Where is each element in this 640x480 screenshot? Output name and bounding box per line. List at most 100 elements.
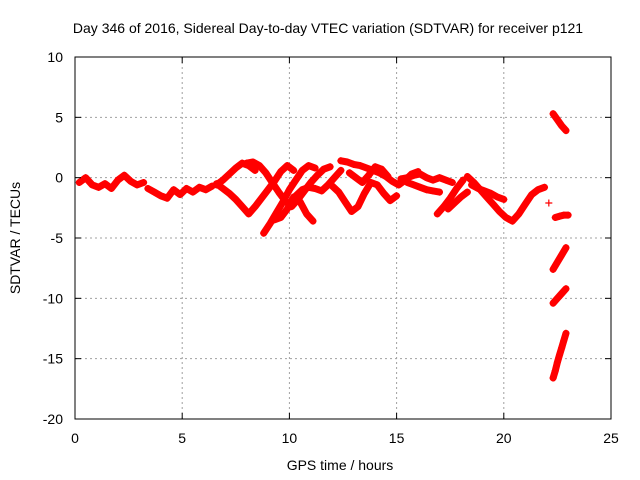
data-point [528,191,536,199]
series-trail [549,110,570,135]
series-arc-i [345,163,392,186]
data-point [403,178,411,186]
data-point [556,351,564,359]
data-point [416,170,424,178]
data-point [290,166,298,174]
data-point [120,171,128,179]
data-point [260,229,268,237]
data-point [459,176,467,184]
data-point [225,170,233,178]
y-tick-label: 10 [47,49,63,65]
data-point [562,244,570,252]
data-point [268,178,276,186]
data-point [352,174,360,182]
series-band-0-3h [75,171,148,193]
chart-title: Day 346 of 2016, Sidereal Day-to-day VTE… [73,20,583,36]
data-point [435,174,443,182]
data-point [365,171,373,179]
x-tick-labels: 0 5 10 15 20 25 [71,430,619,446]
data-point [213,180,221,188]
grid-lines [75,57,611,419]
data-point [243,159,251,167]
data-point [232,195,240,203]
data-point [556,212,564,220]
data-point [558,344,566,352]
data-point [277,168,285,176]
data-point [558,290,566,298]
data-point [423,174,431,182]
data-point [481,187,489,195]
data-point [313,171,321,179]
data-point [549,299,557,307]
data-point [358,178,366,186]
data-point [82,174,90,182]
data-point [564,211,572,219]
data-point [144,185,152,193]
data-point [363,164,371,172]
data-point [562,127,570,135]
data-point [493,193,501,201]
data-point [429,187,437,195]
series-arc-k [403,178,443,196]
data-point [551,213,559,221]
data-point [285,186,293,194]
data-point [549,110,557,118]
data-point [270,216,278,224]
series-arc-l [433,176,467,218]
data-point [558,251,566,259]
data-point [195,183,203,191]
y-tick-label: 5 [55,109,63,125]
series-trail [328,179,401,215]
data-point [545,199,553,207]
data-point [266,220,274,228]
data-point [386,197,394,205]
data-point [541,183,549,191]
data-point [502,213,510,221]
data-point [384,172,392,180]
data-point [348,207,356,215]
data-point [219,176,227,184]
data-point [298,166,306,174]
data-point [311,185,319,193]
data-point [549,374,557,382]
data-point [562,329,570,337]
data-point [416,183,424,191]
data-point [549,265,557,273]
data-point [245,210,253,218]
data-point [264,186,272,194]
data-point [435,188,443,196]
data-point [553,294,561,302]
data-point [444,205,452,213]
data-points [75,110,572,382]
data-point [350,160,358,168]
series-arc-j [397,170,456,186]
data-point [305,162,313,170]
data-point [433,210,441,218]
data-point [305,183,313,191]
data-point [95,183,103,191]
data-point [551,367,559,375]
series-arc-h [328,178,401,215]
data-point [558,122,566,130]
data-point [508,217,516,225]
x-tick-label: 0 [71,430,79,446]
data-point [474,185,482,193]
data-point [496,207,504,215]
data-point [309,217,317,225]
data-point [345,169,353,177]
y-tick-label: 0 [55,170,63,186]
data-point [114,176,122,184]
data-point [296,198,304,206]
data-point [378,165,386,173]
data-point [337,166,345,174]
series-arc-f [285,166,345,209]
data-point [225,189,233,197]
x-tick-label: 10 [282,430,298,446]
data-point [251,203,259,211]
data-point [320,165,328,173]
y-tick-label: -5 [51,230,64,246]
data-point [283,162,291,170]
data-point [410,181,418,189]
data-point [487,189,495,197]
x-axis-label: GPS time / hours [287,457,394,473]
